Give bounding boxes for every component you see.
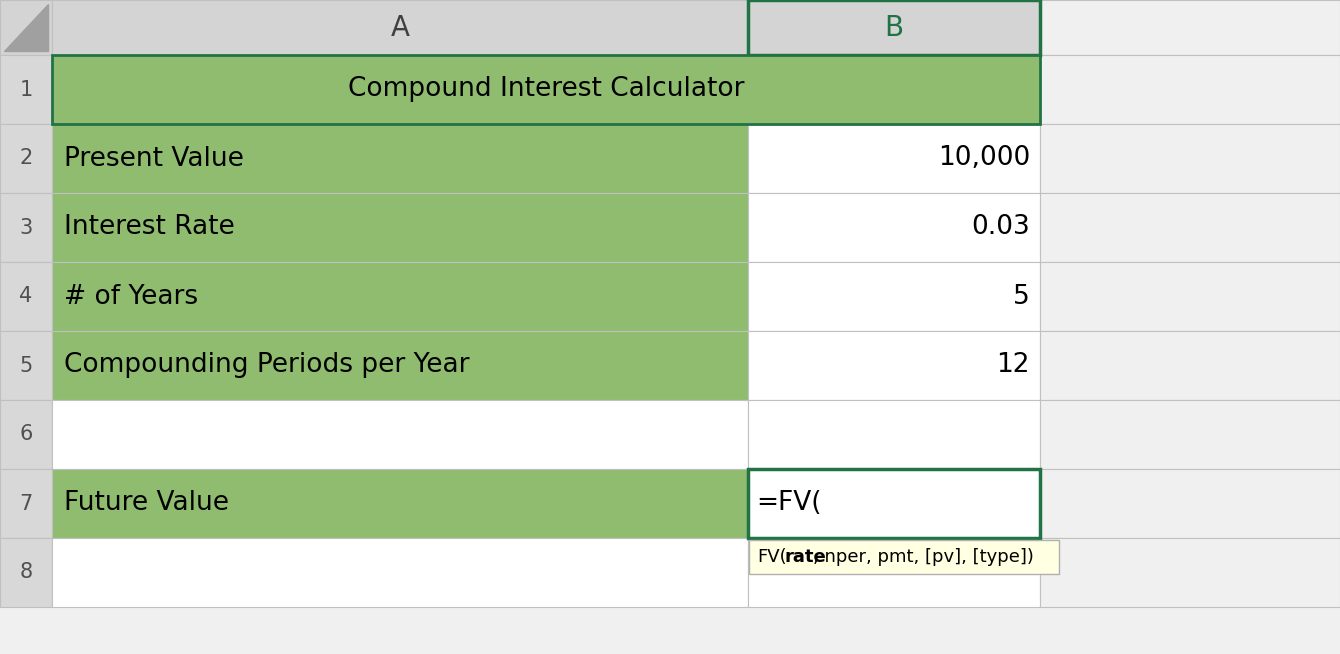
Text: Compounding Periods per Year: Compounding Periods per Year (64, 353, 469, 379)
Bar (748, 262, 1040, 331)
Bar (0, 538, 52, 607)
Text: , nper, pmt, [pv], [type]): , nper, pmt, [pv], [type]) (813, 548, 1034, 566)
Bar (0, 124, 52, 193)
Bar (748, 193, 1040, 262)
Text: 4: 4 (19, 286, 32, 307)
Bar (52, 55, 1040, 124)
Text: 8: 8 (20, 562, 32, 583)
Text: A: A (390, 14, 410, 41)
Text: 5: 5 (1013, 283, 1030, 309)
Bar (0, 0, 52, 55)
Text: Interest Rate: Interest Rate (64, 215, 234, 241)
Bar (748, 469, 1040, 538)
Bar (748, 331, 1040, 400)
Text: 3: 3 (19, 218, 32, 237)
Bar (1040, 55, 1340, 124)
Bar (0, 262, 52, 331)
Bar (52, 0, 748, 55)
Bar (52, 331, 748, 400)
Bar (1040, 400, 1340, 469)
Text: 0.03: 0.03 (972, 215, 1030, 241)
Text: 10,000: 10,000 (938, 145, 1030, 171)
Bar (1040, 538, 1340, 607)
Bar (0, 400, 52, 469)
Text: 5: 5 (19, 356, 32, 375)
Text: =FV(: =FV( (756, 490, 821, 517)
Text: 6: 6 (19, 424, 32, 445)
Text: Compound Interest Calculator: Compound Interest Calculator (348, 77, 744, 103)
Bar (1040, 193, 1340, 262)
Bar (0, 193, 52, 262)
Bar (52, 124, 748, 193)
Bar (1040, 0, 1340, 55)
Text: FV(: FV( (757, 548, 787, 566)
Text: Present Value: Present Value (64, 145, 244, 171)
Bar (749, 540, 1059, 574)
Text: 2: 2 (19, 148, 32, 169)
Polygon shape (4, 4, 48, 51)
Bar (748, 400, 1040, 469)
Bar (748, 124, 1040, 193)
Bar (52, 193, 748, 262)
Bar (748, 0, 1040, 55)
Bar (0, 55, 52, 124)
Bar (1040, 469, 1340, 538)
Bar (52, 469, 748, 538)
Bar (1040, 262, 1340, 331)
Bar (0, 469, 52, 538)
Bar (0, 331, 52, 400)
Text: rate: rate (785, 548, 827, 566)
Text: 1: 1 (19, 80, 32, 99)
Bar (52, 538, 748, 607)
Text: Future Value: Future Value (64, 490, 229, 517)
Bar (52, 262, 748, 331)
Text: 12: 12 (997, 353, 1030, 379)
Text: 7: 7 (19, 494, 32, 513)
Bar (748, 538, 1040, 607)
Bar (1040, 124, 1340, 193)
Bar (52, 400, 748, 469)
Bar (1040, 331, 1340, 400)
Text: # of Years: # of Years (64, 283, 198, 309)
Text: B: B (884, 14, 903, 41)
